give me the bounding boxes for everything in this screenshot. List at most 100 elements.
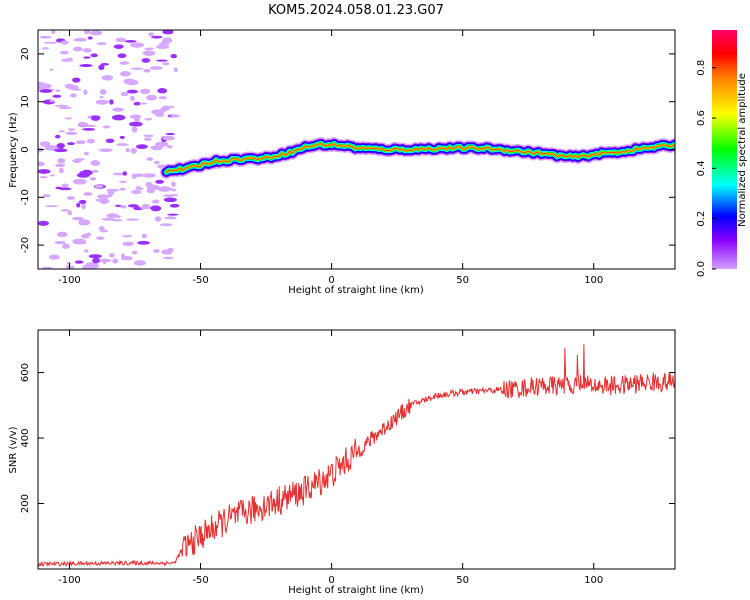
noise-blob	[58, 167, 64, 174]
noise-blob	[72, 77, 81, 83]
noise-blob	[164, 187, 174, 191]
noise-blob	[141, 233, 147, 239]
noise-blob	[66, 261, 71, 265]
noise-blob	[59, 50, 69, 55]
noise-blob	[157, 88, 168, 94]
noise-blob	[55, 89, 61, 92]
x-tick-label: 100	[584, 575, 603, 586]
noise-blob	[98, 148, 113, 152]
noise-blob	[125, 148, 130, 153]
noise-blob	[134, 117, 141, 122]
snr-ylabel: SNR (v/v)	[8, 426, 19, 473]
noise-blob	[64, 117, 73, 120]
noise-blob	[130, 67, 144, 70]
y-tick-label: 600	[20, 363, 31, 382]
noise-blob	[154, 216, 162, 222]
noise-blob	[167, 213, 179, 216]
noise-blob	[72, 216, 84, 221]
noise-blob	[83, 56, 91, 59]
noise-blob	[105, 138, 115, 144]
noise-blob	[83, 151, 90, 156]
noise-blob	[166, 145, 173, 149]
noise-blob	[162, 135, 176, 141]
y-tick-label: -10	[20, 189, 31, 205]
noise-blob	[74, 260, 84, 264]
noise-blob	[162, 62, 170, 66]
noise-blob	[142, 173, 156, 178]
snr-frame	[37, 329, 676, 570]
noise-blob	[122, 241, 134, 247]
noise-blob	[120, 91, 129, 97]
noise-blob	[57, 231, 68, 238]
noise-blob	[128, 121, 143, 127]
noise-blob	[141, 58, 151, 63]
noise-blob	[39, 35, 52, 39]
noise-blob	[145, 182, 153, 187]
noise-blob	[38, 220, 50, 226]
noise-blob	[158, 96, 168, 100]
noise-blob	[173, 67, 178, 73]
noise-blob	[76, 202, 81, 208]
noise-blob	[107, 188, 120, 192]
noise-blob	[90, 115, 101, 121]
noise-blob	[41, 266, 53, 269]
noise-blob	[120, 256, 133, 261]
noise-blob	[99, 198, 110, 204]
noise-blob	[91, 169, 99, 173]
snr-ticks: -100 -50 0 50 100 200 400 600	[20, 330, 675, 586]
noise-blob	[75, 140, 86, 145]
noise-blob	[108, 253, 115, 258]
noise-blob	[155, 179, 164, 184]
noise-blob	[139, 102, 148, 105]
noise-blob	[79, 64, 93, 68]
noise-blob	[66, 196, 75, 200]
ridge-band	[165, 143, 675, 173]
colorbar-label: Normalized spectral amplitude	[737, 73, 748, 227]
noise-blob	[144, 137, 152, 141]
noise-blob	[144, 47, 154, 51]
noise-blob	[120, 71, 131, 77]
noise-blob	[56, 142, 65, 149]
noise-blob	[52, 94, 62, 98]
noise-blob	[73, 241, 87, 245]
noise-blob	[121, 235, 133, 238]
noise-blob	[157, 186, 172, 192]
noise-blob	[150, 35, 163, 39]
noise-blob	[162, 30, 174, 35]
noise-blob	[150, 145, 163, 151]
noise-blob	[131, 189, 142, 195]
noise-blob	[39, 141, 51, 147]
noise-blob	[58, 187, 72, 191]
noise-blob	[38, 161, 42, 166]
noise-blob	[66, 142, 76, 146]
snr-xlabel: Height of straight line (km)	[288, 585, 424, 596]
y-tick-label: 0	[20, 146, 31, 152]
noise-blob	[163, 197, 177, 203]
y-tick-label: 200	[20, 494, 31, 513]
noise-blob	[58, 106, 72, 110]
noise-blob	[126, 79, 139, 86]
noise-blob	[61, 183, 69, 188]
noise-blob	[99, 95, 104, 99]
noise-blob	[111, 114, 126, 121]
noise-blob	[96, 42, 107, 45]
noise-blob	[102, 258, 107, 265]
noise-blob	[51, 30, 56, 35]
noise-blob	[102, 125, 111, 129]
noise-blob	[67, 85, 79, 90]
noise-blob	[122, 171, 128, 176]
noise-blob	[115, 204, 122, 207]
noise-blob	[130, 148, 138, 154]
noise-blob	[60, 209, 70, 212]
figure-title: KOM5.2024.058.01.23.G07	[268, 3, 444, 18]
colorbar-gradient	[712, 30, 737, 269]
noise-blob	[65, 265, 75, 269]
noise-blob	[119, 61, 130, 65]
noise-blob	[101, 217, 115, 221]
noise-blob	[112, 258, 119, 264]
noise-blob	[98, 64, 105, 70]
noise-blob	[57, 157, 66, 164]
noise-blob	[54, 240, 66, 245]
